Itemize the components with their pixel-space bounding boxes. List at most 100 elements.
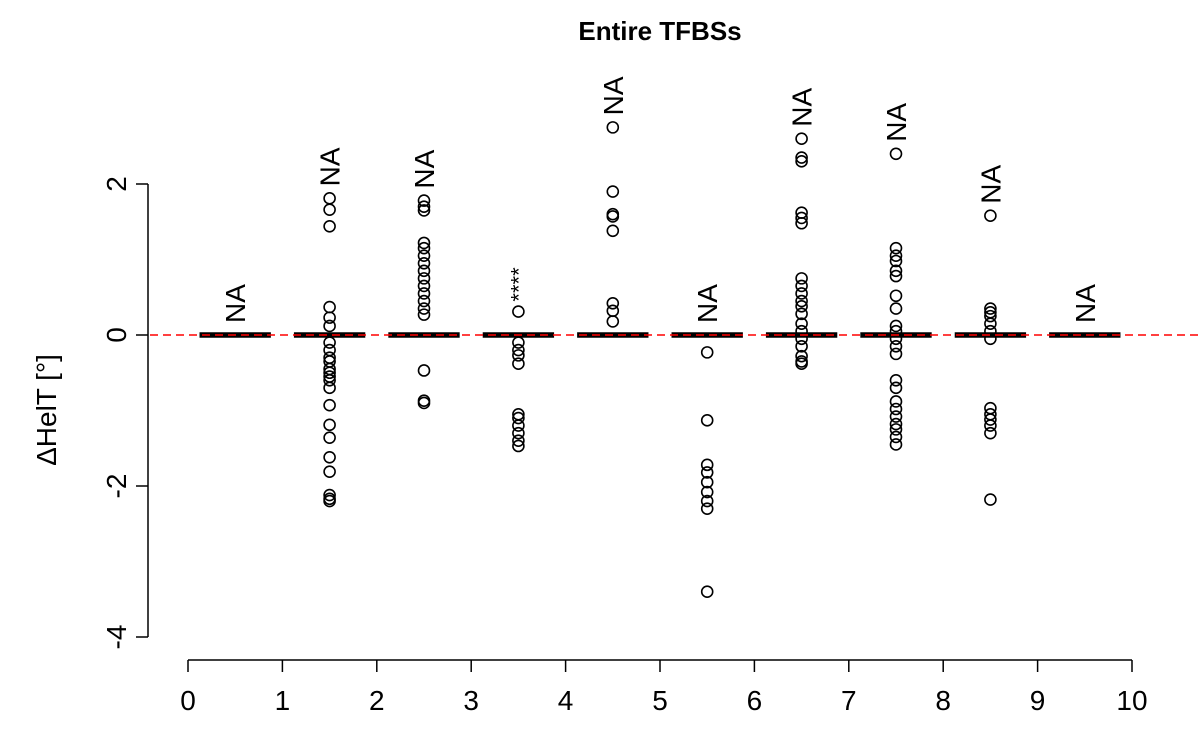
outlier-point: [889, 302, 903, 315]
x-tick-label: 0: [180, 685, 196, 716]
outlier-point: [512, 411, 525, 425]
na-annotation: NA: [881, 103, 912, 142]
outlier-point: [512, 426, 525, 440]
outlier-point: [889, 254, 903, 268]
outlier-point: [512, 434, 525, 448]
outlier-point: [795, 155, 808, 168]
outlier-point: [889, 410, 903, 423]
box-group: NA: [577, 76, 649, 338]
outlier-point: [700, 346, 714, 359]
y-tick-label: 0: [101, 327, 132, 343]
outlier-point: [417, 308, 431, 321]
y-tick-label: 2: [101, 176, 132, 192]
outlier-point: [795, 357, 808, 370]
na-annotation: NA: [1070, 284, 1101, 323]
outlier-point: [984, 302, 997, 315]
boxes: NA NA NA **** NA NA NA NA NA NA: [150, 76, 1200, 599]
box-group: ****: [482, 267, 555, 453]
na-annotation: NA: [409, 149, 440, 188]
na-annotation: NA: [220, 284, 251, 323]
x-tick-label: 2: [369, 685, 385, 716]
outlier-point: [417, 200, 431, 213]
outlier-point: [417, 364, 431, 377]
outlier-point: [417, 302, 431, 315]
outlier-point: [323, 418, 336, 432]
outlier-point: [700, 475, 714, 489]
outlier-point: [606, 304, 620, 318]
outlier-point: [606, 296, 620, 310]
outlier-point: [417, 294, 431, 308]
outlier-point: [984, 413, 997, 426]
outlier-point: [417, 396, 431, 410]
na-annotation: NA: [598, 76, 629, 115]
outlier-point: [323, 398, 336, 412]
outlier-point: [795, 279, 808, 293]
x-tick-label: 10: [1116, 685, 1147, 716]
outlier-point: [323, 336, 336, 349]
x-tick-label: 8: [935, 685, 951, 716]
outlier-point: [795, 300, 808, 313]
outlier-point: [606, 224, 620, 238]
outlier-point: [323, 203, 336, 216]
outlier-point: [512, 343, 525, 357]
outlier-point: [700, 414, 714, 427]
x-tick-label: 5: [652, 685, 668, 716]
outlier-point: [889, 289, 903, 303]
outlier-point: [700, 485, 714, 499]
outlier-point: [606, 210, 620, 223]
x-tick-label: 9: [1030, 685, 1046, 716]
outlier-point: [417, 194, 431, 207]
outlier-point: [889, 395, 903, 408]
outlier-point: [795, 349, 808, 363]
outlier-point: [889, 340, 903, 353]
outlier-point: [984, 309, 997, 323]
outlier-point: [889, 381, 903, 395]
outlier-point: [417, 241, 431, 255]
outlier-point: [795, 272, 808, 285]
significance-annotation: ****: [506, 267, 531, 302]
outlier-point: [417, 256, 431, 270]
outlier-point: [323, 366, 336, 380]
outlier-point: [512, 357, 525, 370]
y-tick-label: -4: [101, 625, 132, 650]
outlier-point: [889, 319, 903, 333]
outlier-point: [417, 272, 431, 285]
outlier-point: [795, 211, 808, 225]
box-group: NA: [1049, 284, 1121, 338]
outlier-point: [984, 324, 997, 338]
outlier-point: [323, 381, 336, 395]
outlier-point: [984, 419, 997, 432]
outlier-point: [889, 324, 903, 338]
box-group: NA: [860, 103, 932, 451]
outlier-point: [889, 269, 903, 283]
outlier-point: [417, 236, 431, 250]
outlier-point: [889, 430, 903, 444]
outlier-point: [323, 431, 336, 444]
outlier-point: [889, 241, 903, 255]
outlier-point: [700, 585, 714, 599]
axes: -4 -2 0 2 0 1 2 3 4 5 6 7 8 9 10: [101, 176, 1148, 716]
na-annotation: NA: [692, 284, 723, 323]
outlier-point: [323, 465, 336, 478]
outlier-point: [889, 423, 903, 436]
outlier-point: [512, 305, 525, 318]
outlier-point: [323, 488, 336, 502]
outlier-point: [795, 287, 808, 300]
outlier-point: [984, 493, 997, 506]
outlier-point: [889, 147, 903, 161]
outlier-point: [795, 324, 808, 338]
outlier-point: [889, 417, 903, 431]
y-tick-label: -2: [101, 474, 132, 499]
outlier-point: [417, 249, 431, 263]
outlier-point: [984, 209, 997, 223]
x-tick-label: 3: [463, 685, 479, 716]
box-group: NA: [765, 87, 838, 370]
box-group: NA: [388, 149, 460, 410]
outlier-point: [700, 458, 714, 472]
outlier-point: [417, 204, 431, 217]
outlier-point: [606, 121, 620, 134]
outlier-point: [323, 300, 336, 314]
outlier-point: [323, 451, 336, 464]
outlier-point: [417, 287, 431, 300]
